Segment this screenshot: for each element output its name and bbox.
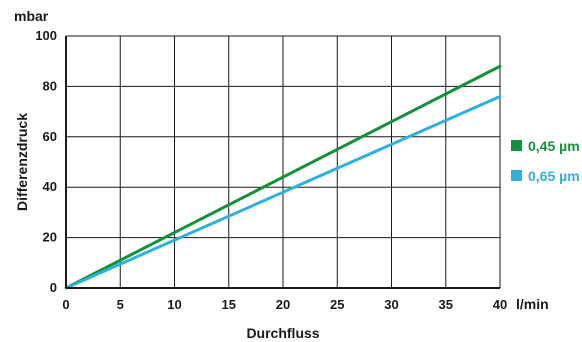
y-tick-label-3: 60 xyxy=(43,129,57,144)
y-tick-label-4: 80 xyxy=(43,78,57,93)
x-tick-labels: 0 5 10 15 20 25 30 35 40 xyxy=(62,297,507,312)
x-tick-label-0: 0 xyxy=(62,297,69,312)
x-tick-label-7: 35 xyxy=(439,297,453,312)
y-tick-label-5: 100 xyxy=(35,28,57,43)
legend-label-0: 0,45 µm xyxy=(528,138,580,154)
x-axis-label: Durchfluss xyxy=(246,325,319,341)
x-tick-label-1: 5 xyxy=(117,297,124,312)
chart-axes xyxy=(65,36,500,289)
legend: 0,45 µm 0,65 µm xyxy=(511,138,580,184)
x-tick-label-3: 15 xyxy=(222,297,236,312)
legend-label-1: 0,65 µm xyxy=(528,168,580,184)
legend-swatch-0 xyxy=(511,140,522,151)
x-tick-label-4: 20 xyxy=(276,297,290,312)
y-tick-label-2: 40 xyxy=(43,179,57,194)
x-tick-label-5: 25 xyxy=(330,297,344,312)
y-axis-label: Differenzdruck xyxy=(14,113,30,211)
series-line-0 xyxy=(64,64,502,290)
y-tick-labels: 0 20 40 60 80 100 xyxy=(35,28,57,295)
x-tick-label-2: 10 xyxy=(167,297,181,312)
chart-series xyxy=(64,64,502,290)
legend-swatch-1 xyxy=(511,170,522,181)
y-tick-label-0: 0 xyxy=(50,280,57,295)
y-tick-label-1: 20 xyxy=(43,230,57,245)
x-tick-label-8: 40 xyxy=(493,297,507,312)
y-unit-label: mbar xyxy=(14,8,49,24)
x-tick-label-6: 30 xyxy=(384,297,398,312)
series-line-1 xyxy=(64,94,502,290)
x-unit-label: l/min xyxy=(516,296,549,312)
chart-grid xyxy=(65,35,501,289)
